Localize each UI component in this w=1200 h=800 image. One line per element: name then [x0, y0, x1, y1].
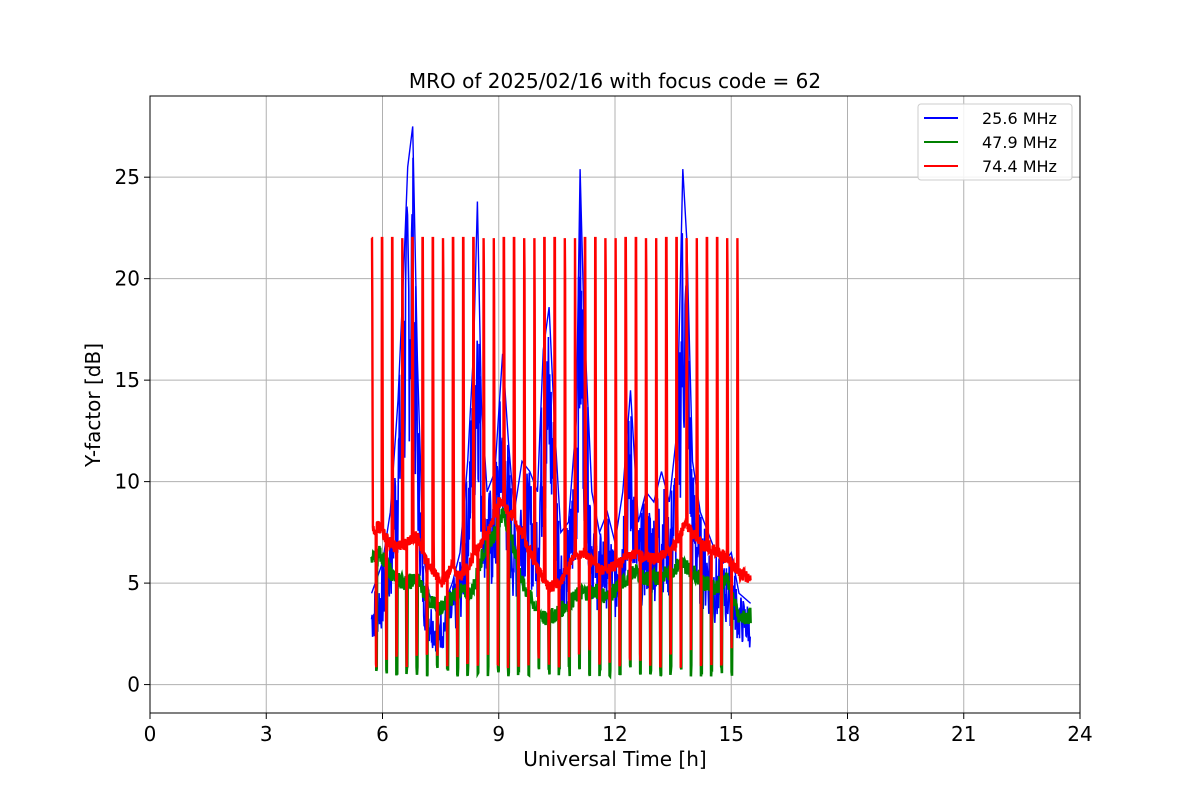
x-tick-label: 6 — [376, 722, 389, 746]
legend-box — [917, 103, 1073, 181]
legend-label: 25.6 MHz — [982, 109, 1057, 128]
x-tick-label: 3 — [260, 722, 273, 746]
y-tick-label: 15 — [115, 368, 140, 392]
x-tick-label: 24 — [1067, 722, 1092, 746]
x-tick-label: 15 — [719, 722, 744, 746]
legend-label: 47.9 MHz — [982, 133, 1057, 152]
axes-ticks: 0 3 6 9 12 15 18 21 24 0 5 10 15 20 25 — [115, 165, 1093, 746]
y-tick-label: 0 — [127, 673, 140, 697]
x-tick-label: 0 — [144, 722, 157, 746]
y-axis-label: Y-factor [dB] — [81, 343, 105, 468]
chart-title: MRO of 2025/02/16 with focus code = 62 — [409, 69, 821, 93]
series-envelope-25-6-mhz — [370, 126, 752, 615]
y-tick-label: 10 — [115, 470, 140, 494]
x-tick-label: 21 — [951, 722, 976, 746]
series-line-47-9-mhz — [370, 507, 752, 680]
y-tick-label: 25 — [115, 165, 140, 189]
series-line-74-4-mhz — [370, 236, 752, 669]
x-tick-label: 9 — [492, 722, 505, 746]
y-tick-label: 20 — [115, 267, 140, 291]
x-axis-label: Universal Time [h] — [523, 747, 706, 771]
y-tick-label: 5 — [127, 571, 140, 595]
x-tick-label: 18 — [835, 722, 860, 746]
plot-area — [370, 126, 752, 680]
legend: 25.6 MHz 47.9 MHz 74.4 MHz — [917, 103, 1073, 181]
x-tick-label: 12 — [602, 722, 627, 746]
legend-label: 74.4 MHz — [982, 157, 1057, 176]
